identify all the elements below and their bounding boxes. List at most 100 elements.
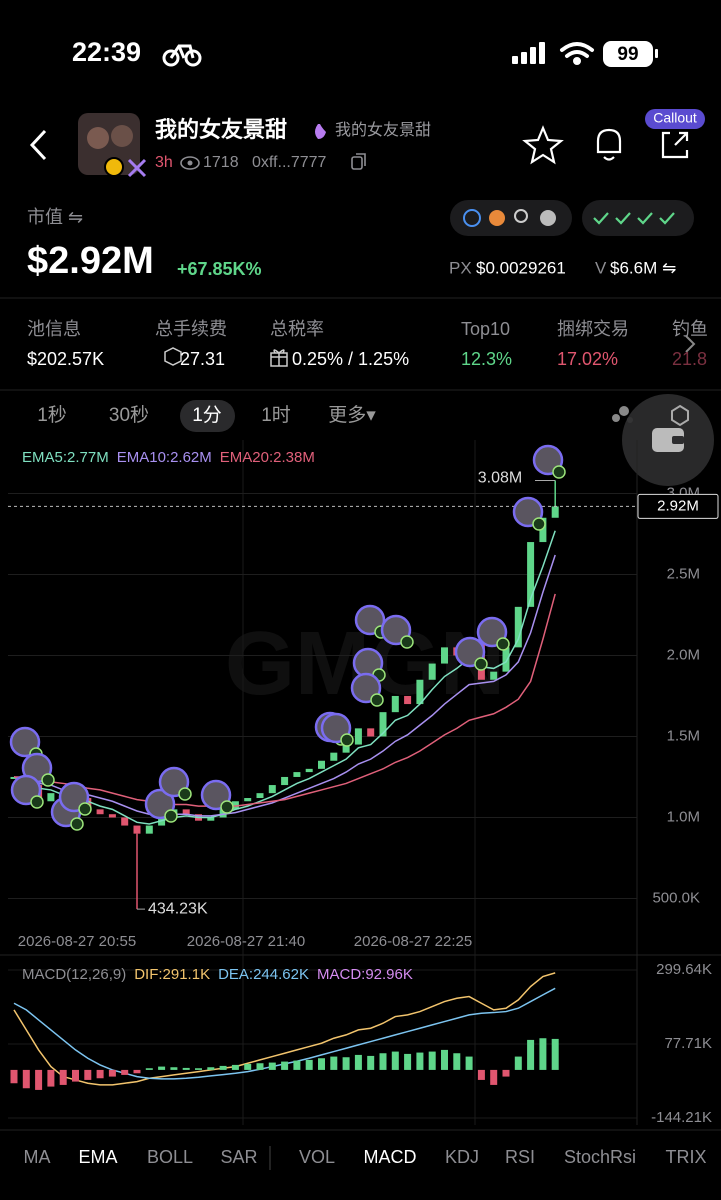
timeframe-tab[interactable]: 1秒 — [37, 404, 67, 426]
indicator-tab[interactable]: TRIX — [665, 1147, 706, 1167]
chip-icon — [489, 210, 505, 226]
battery-tip — [655, 49, 658, 58]
callout-badge[interactable] — [645, 109, 705, 129]
macd-bar — [281, 1061, 289, 1070]
indicator-tab[interactable]: RSI — [505, 1147, 535, 1167]
timeframe-tab[interactable]: 1时 — [261, 404, 291, 426]
macd-bar — [268, 1062, 276, 1070]
candle-body — [514, 606, 522, 648]
candle-body — [108, 814, 116, 818]
trader-badge — [164, 809, 178, 823]
platform-badge — [127, 158, 147, 178]
indicator-tab[interactable]: StochRsi — [564, 1147, 636, 1167]
settings-icon[interactable] — [671, 404, 689, 427]
trader-badge — [370, 693, 384, 707]
ema-line — [13, 554, 556, 817]
check-icons — [593, 212, 675, 225]
macd-bar — [416, 1052, 424, 1070]
trader-badge — [474, 657, 488, 671]
wallet-icon — [652, 428, 684, 452]
macd-bar — [391, 1051, 399, 1070]
current-price-label: 2.92M — [657, 497, 699, 514]
trader-badge — [552, 465, 566, 479]
candle-body — [219, 809, 227, 818]
candle-body — [47, 793, 55, 802]
macd-bar — [182, 1067, 190, 1070]
candle-body — [244, 798, 252, 802]
macd-bar — [404, 1053, 412, 1070]
candle-body — [293, 772, 301, 777]
volume-label: V — [595, 258, 607, 277]
candle-body — [10, 776, 18, 779]
wifi-icon — [560, 42, 594, 65]
stat-value: 21.8 — [672, 349, 707, 369]
macd-bar — [453, 1053, 461, 1070]
low-label: 434.23K — [148, 900, 208, 917]
macd-bar — [342, 1057, 350, 1070]
back-button[interactable] — [29, 129, 47, 161]
ema-legend: EMA10:2.62M — [117, 449, 212, 466]
eye-icon — [180, 156, 200, 170]
indicator-tab[interactable]: BOLL — [147, 1147, 193, 1167]
timeframe-tab[interactable]: 更多▾ — [328, 404, 376, 426]
indicator-tab[interactable]: EMA — [78, 1147, 117, 1167]
macd-bar — [170, 1067, 178, 1070]
copy-button[interactable] — [351, 153, 366, 170]
candle-body — [404, 695, 412, 705]
trader-badge — [400, 635, 414, 649]
stat-label: 总手续费 — [155, 319, 227, 339]
chip-icon — [463, 209, 481, 227]
candle-body — [354, 728, 362, 745]
share-button[interactable] — [661, 131, 689, 159]
timeframe-tab[interactable]: 1分 — [192, 404, 222, 426]
macd-bar — [59, 1069, 67, 1085]
macd-bar — [293, 1060, 301, 1070]
current-price-box — [637, 493, 719, 519]
wallet-icon-clasp — [672, 436, 684, 444]
macd-tick-label: -144.21K — [651, 1109, 712, 1126]
trader-badge — [41, 773, 55, 787]
macd-bar — [551, 1038, 559, 1070]
indicator-tab[interactable]: KDJ — [445, 1147, 479, 1167]
macd-bar — [72, 1069, 79, 1082]
macd-legend: MACD(12,26,9) — [22, 966, 126, 983]
candle-body — [281, 776, 289, 786]
alert-button[interactable] — [596, 128, 622, 161]
stats-next[interactable] — [685, 335, 696, 353]
audit-chip[interactable] — [450, 200, 572, 236]
stat-label: Top10 — [461, 319, 510, 339]
macd-line — [13, 972, 556, 1086]
timeframe-tab[interactable]: 30秒 — [109, 404, 149, 426]
stat-value: 12.3% — [461, 349, 512, 369]
macd-bar — [22, 1069, 30, 1089]
candle-body — [428, 663, 436, 680]
volume: $6.6M ⇋ — [610, 258, 676, 277]
market-cap-label: 市值 ⇋ — [27, 207, 83, 227]
indicator-tab[interactable]: VOL — [299, 1147, 335, 1167]
macd-bar — [35, 1069, 43, 1090]
candle-body — [256, 793, 264, 799]
favorite-button[interactable] — [522, 125, 564, 165]
chain-badge — [104, 157, 124, 177]
ema-legend: EMA5:2.77M — [22, 449, 109, 466]
macd-bar — [158, 1066, 166, 1070]
indicator-tab[interactable]: SAR — [220, 1147, 257, 1167]
macd-bar — [133, 1069, 141, 1074]
macd-tick-label: 299.64K — [656, 961, 712, 978]
stat-label: 池信息 — [27, 319, 81, 339]
macd-bar — [207, 1067, 215, 1070]
signal-icon — [512, 42, 545, 64]
macd-bar — [527, 1039, 535, 1070]
callout-label[interactable]: Callout — [653, 110, 697, 126]
indicator-tab[interactable]: MA — [24, 1147, 51, 1167]
candle-body — [96, 809, 104, 815]
candle-body — [539, 517, 547, 543]
trader-badge — [496, 637, 510, 651]
macd-bar — [305, 1059, 313, 1070]
candle-body — [379, 712, 387, 737]
stat-label: 总税率 — [270, 319, 324, 339]
trader-badge — [30, 795, 44, 809]
macd-bar — [441, 1049, 448, 1070]
indicator-tab[interactable]: MACD — [364, 1147, 417, 1167]
